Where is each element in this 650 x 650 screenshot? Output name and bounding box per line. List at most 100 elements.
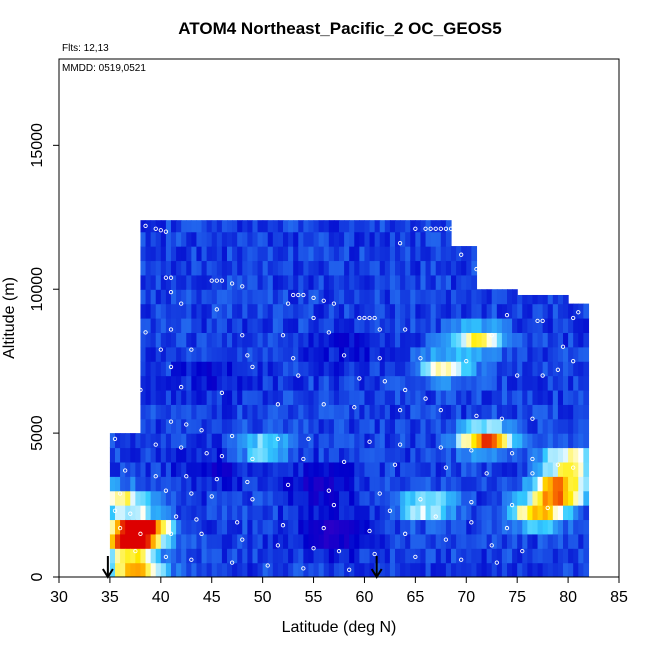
heatmap-cell [364, 361, 371, 377]
heatmap-cell [583, 562, 590, 577]
heatmap-cell [379, 404, 386, 420]
heatmap-cell [323, 533, 330, 549]
flight-track-point [117, 525, 123, 531]
heatmap-cell [221, 490, 228, 506]
heatmap-cell [471, 404, 478, 420]
heatmap-cell [435, 231, 442, 247]
flight-track-point [341, 353, 347, 358]
x-tick-label: 85 [610, 589, 628, 606]
flight-track-point [443, 226, 449, 231]
heatmap-cell [216, 433, 223, 449]
heatmap-cell [512, 447, 518, 463]
heatmap-cell [247, 505, 254, 521]
heatmap-cell [420, 418, 427, 434]
heatmap-cell [339, 332, 345, 348]
heatmap-cell [242, 274, 248, 290]
heatmap-cell [272, 289, 279, 305]
heatmap-cell [557, 375, 564, 391]
heatmap-cell [109, 533, 116, 549]
heatmap-cell [425, 433, 432, 449]
heatmap-cell [216, 246, 223, 262]
heatmap-cell [293, 274, 299, 290]
heatmap-cell [552, 461, 559, 477]
heatmap-cell [542, 389, 549, 405]
heatmap-cell [160, 389, 167, 405]
heatmap-cell [267, 461, 274, 477]
heatmap-cell [288, 389, 294, 405]
heatmap-cell [186, 461, 192, 477]
heatmap-cell [491, 490, 498, 506]
heatmap-cell [542, 447, 549, 463]
heatmap-cell [527, 490, 534, 506]
heatmap-cell [374, 548, 381, 564]
heatmap-cell [283, 548, 289, 564]
heatmap-cell [384, 260, 391, 276]
heatmap-cell [461, 490, 467, 506]
heatmap-cell [257, 389, 264, 405]
heatmap-cell [578, 361, 584, 377]
heatmap-cell [176, 389, 182, 405]
heatmap-cell [547, 375, 554, 391]
heatmap-cell [298, 519, 304, 535]
heatmap-cell [496, 332, 503, 348]
heatmap-cell [359, 246, 366, 262]
heatmap-cell [135, 476, 142, 492]
y-tick-label: 0 [29, 572, 46, 581]
heatmap-cell [272, 433, 279, 449]
heatmap-cell [451, 490, 457, 506]
heatmap-cell [323, 433, 330, 449]
heatmap-cell [288, 346, 294, 362]
flight-track-point [214, 278, 219, 283]
heatmap-cell [395, 346, 401, 362]
heatmap-cell [339, 346, 345, 362]
flight-track-point [489, 543, 494, 548]
heatmap-cell [221, 303, 228, 319]
heatmap-cell [435, 404, 442, 420]
heatmap-cell [181, 375, 187, 391]
heatmap-cell [461, 289, 467, 305]
heatmap-cell [293, 332, 299, 348]
heatmap-cell [318, 476, 325, 492]
heatmap-cell [354, 220, 360, 233]
heatmap-cell [247, 389, 254, 405]
heatmap-cell [211, 562, 218, 577]
heatmap-cell [176, 461, 182, 477]
heatmap-cell [476, 346, 483, 362]
flight-track-point [250, 456, 255, 462]
heatmap-cell [237, 476, 243, 492]
heatmap-cell [323, 505, 330, 521]
heatmap-cell [252, 274, 259, 290]
heatmap-cell [227, 447, 233, 463]
heatmap-cell [333, 361, 340, 377]
heatmap-cell [349, 260, 355, 276]
heatmap-cell [568, 404, 574, 420]
heatmap-cell [354, 246, 360, 262]
heatmap-cell [389, 318, 396, 333]
flight-track-point [311, 295, 316, 301]
heatmap-cell [359, 289, 366, 305]
heatmap-cell [481, 433, 488, 449]
heatmap-cell [135, 505, 142, 521]
heatmap-cell [277, 533, 284, 549]
heatmap-cell [451, 332, 457, 348]
heatmap-cell [354, 433, 360, 449]
heatmap-cell [216, 447, 223, 463]
heatmap-cell [323, 303, 330, 319]
heatmap-cell [237, 246, 243, 262]
heatmap-cell [430, 260, 437, 276]
heatmap-cell [176, 346, 182, 362]
heatmap-cell [125, 490, 131, 506]
heatmap-cell [252, 318, 259, 333]
heatmap-cell [532, 318, 539, 333]
heatmap-cell [384, 375, 391, 391]
heatmap-cell [430, 418, 437, 434]
heatmap-cell [186, 375, 192, 391]
heatmap-cell [410, 562, 416, 577]
heatmap-cell [354, 490, 360, 506]
heatmap-cell [115, 548, 121, 564]
heatmap-cell [471, 533, 478, 549]
heatmap-cell [211, 490, 218, 506]
heatmap-cell [165, 274, 172, 290]
heatmap-cell [517, 375, 523, 391]
heatmap-cell [542, 346, 549, 362]
